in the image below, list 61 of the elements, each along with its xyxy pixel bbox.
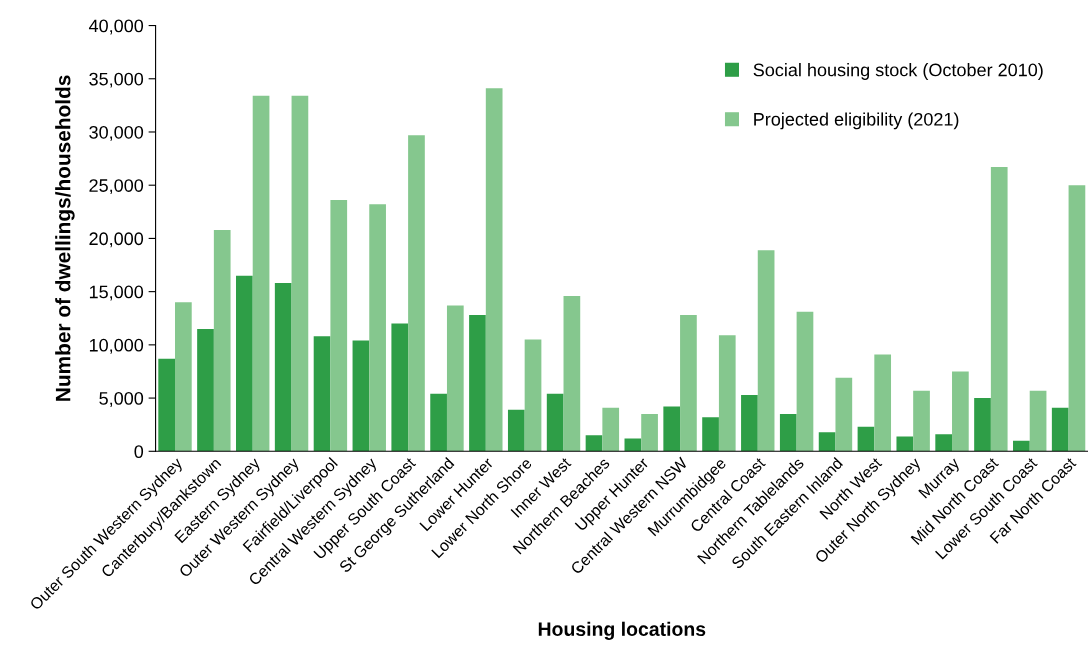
bar: [313, 336, 331, 452]
bar: [624, 438, 642, 452]
bar: [741, 394, 758, 452]
bar: [175, 302, 192, 452]
bar: [485, 88, 503, 452]
bar: [680, 315, 697, 452]
bar: [369, 204, 386, 452]
bar: [896, 436, 914, 452]
bar: [546, 393, 564, 452]
bar: [990, 167, 1008, 452]
bar: [641, 414, 658, 452]
bar: [757, 250, 775, 452]
bar: [974, 398, 991, 452]
bar: [446, 305, 464, 452]
bar: [236, 275, 253, 452]
bar: [835, 377, 853, 452]
x-axis-title: Housing locations: [538, 621, 706, 640]
bar: [563, 295, 581, 452]
bar: [663, 406, 681, 452]
y-tick-label: 10,000: [89, 338, 144, 354]
bar: [818, 432, 836, 452]
y-axis-title: Number of dwellings/households: [55, 75, 75, 401]
bar: [796, 311, 814, 452]
bar: [602, 407, 620, 452]
bar: [252, 95, 270, 452]
bar: [913, 390, 930, 452]
bar: [408, 135, 425, 452]
bar: [507, 409, 525, 452]
y-tick-label: 15,000: [89, 285, 144, 301]
y-tick-label: 0: [134, 445, 144, 459]
y-tick-label: 40,000: [88, 19, 144, 35]
bar: [430, 393, 447, 452]
bar: [779, 414, 797, 452]
bar: [330, 200, 348, 452]
bar: [197, 328, 214, 452]
bar: [1029, 390, 1047, 452]
bar: [935, 434, 953, 452]
bar: [1013, 440, 1030, 452]
bar: [391, 323, 409, 452]
bar: [158, 358, 176, 452]
bar: [291, 95, 309, 452]
bar: [274, 283, 292, 452]
bar: [469, 315, 486, 452]
bar: [718, 335, 736, 452]
bar: [874, 354, 892, 452]
bar: [352, 340, 370, 452]
bar: [702, 417, 719, 452]
bar: [857, 426, 875, 452]
y-tick-label: 35,000: [89, 72, 144, 88]
bar: [1068, 185, 1086, 452]
bar: [585, 435, 603, 452]
legend-label: Projected eligibility (2021): [754, 112, 959, 130]
y-tick-label: 20,000: [89, 232, 144, 248]
y-tick-label: 30,000: [89, 125, 144, 141]
bar: [213, 229, 231, 452]
bar: [952, 371, 969, 452]
legend-label: Social housing stock (October 2010): [753, 63, 1043, 80]
bar: [1051, 407, 1069, 452]
bar: [524, 339, 542, 452]
y-tick-label: 25,000: [89, 179, 144, 195]
y-tick-label: 5,000: [99, 392, 144, 407]
